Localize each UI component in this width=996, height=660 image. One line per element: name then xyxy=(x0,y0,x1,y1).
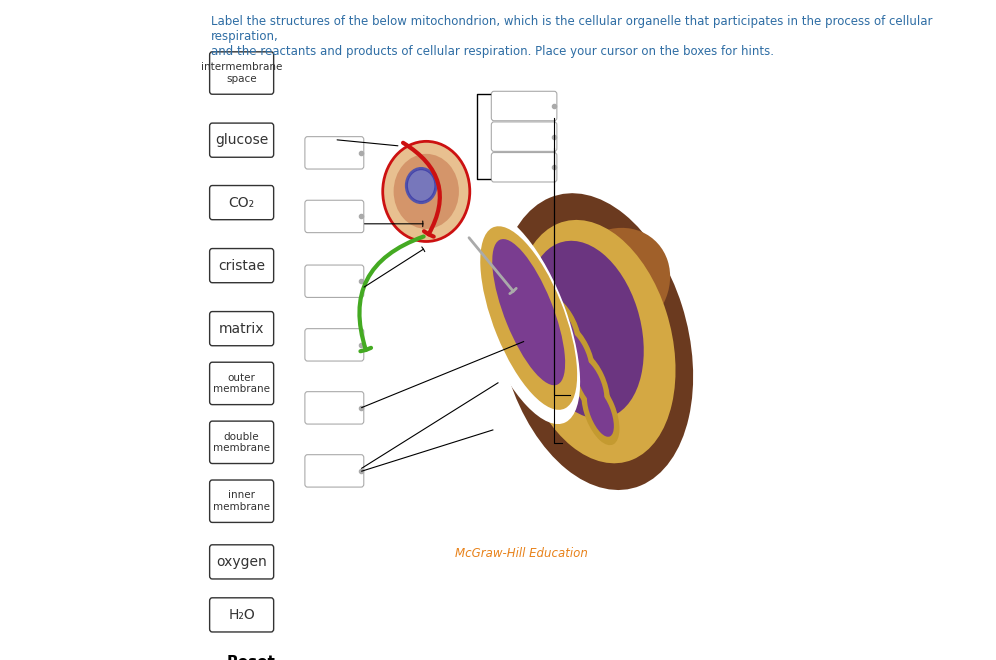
Text: intermembrane
space: intermembrane space xyxy=(201,62,282,84)
Text: McGraw-Hill Education: McGraw-Hill Education xyxy=(454,547,588,560)
Ellipse shape xyxy=(492,239,565,385)
Ellipse shape xyxy=(497,193,693,490)
Text: glucose: glucose xyxy=(215,133,268,147)
Ellipse shape xyxy=(544,301,575,347)
Text: inner
membrane: inner membrane xyxy=(213,490,270,512)
FancyBboxPatch shape xyxy=(209,312,274,346)
Text: oxygen: oxygen xyxy=(216,555,267,569)
FancyBboxPatch shape xyxy=(209,480,274,523)
FancyBboxPatch shape xyxy=(305,137,364,169)
Ellipse shape xyxy=(562,228,670,337)
FancyBboxPatch shape xyxy=(209,123,274,157)
FancyBboxPatch shape xyxy=(209,362,274,405)
FancyBboxPatch shape xyxy=(305,391,364,424)
Ellipse shape xyxy=(560,330,590,377)
FancyBboxPatch shape xyxy=(305,265,364,298)
Text: double
membrane: double membrane xyxy=(213,432,270,453)
Text: Reset: Reset xyxy=(226,655,276,660)
FancyBboxPatch shape xyxy=(209,52,274,94)
FancyBboxPatch shape xyxy=(209,544,274,579)
Text: H₂O: H₂O xyxy=(228,608,255,622)
Ellipse shape xyxy=(576,359,605,407)
Text: cristae: cristae xyxy=(218,259,265,273)
Ellipse shape xyxy=(526,241,643,419)
Ellipse shape xyxy=(582,379,620,445)
FancyBboxPatch shape xyxy=(305,200,364,232)
Ellipse shape xyxy=(571,350,610,415)
Ellipse shape xyxy=(480,226,577,410)
FancyBboxPatch shape xyxy=(491,152,557,182)
Ellipse shape xyxy=(587,388,614,437)
Circle shape xyxy=(382,141,470,242)
Circle shape xyxy=(393,154,459,229)
Circle shape xyxy=(406,168,436,203)
Ellipse shape xyxy=(555,321,596,385)
Ellipse shape xyxy=(515,220,675,463)
Text: matrix: matrix xyxy=(219,321,264,336)
FancyBboxPatch shape xyxy=(491,122,557,151)
FancyBboxPatch shape xyxy=(491,91,557,121)
Ellipse shape xyxy=(538,293,581,354)
FancyBboxPatch shape xyxy=(305,455,364,487)
Text: Label the structures of the below mitochondrion, which is the cellular organelle: Label the structures of the below mitoch… xyxy=(211,15,932,57)
FancyBboxPatch shape xyxy=(305,329,364,361)
Ellipse shape xyxy=(467,212,580,424)
FancyBboxPatch shape xyxy=(209,598,274,632)
FancyBboxPatch shape xyxy=(209,249,274,282)
Text: outer
membrane: outer membrane xyxy=(213,373,270,394)
FancyBboxPatch shape xyxy=(209,421,274,463)
Circle shape xyxy=(407,170,435,201)
Text: CO₂: CO₂ xyxy=(228,195,255,210)
FancyBboxPatch shape xyxy=(209,185,274,220)
